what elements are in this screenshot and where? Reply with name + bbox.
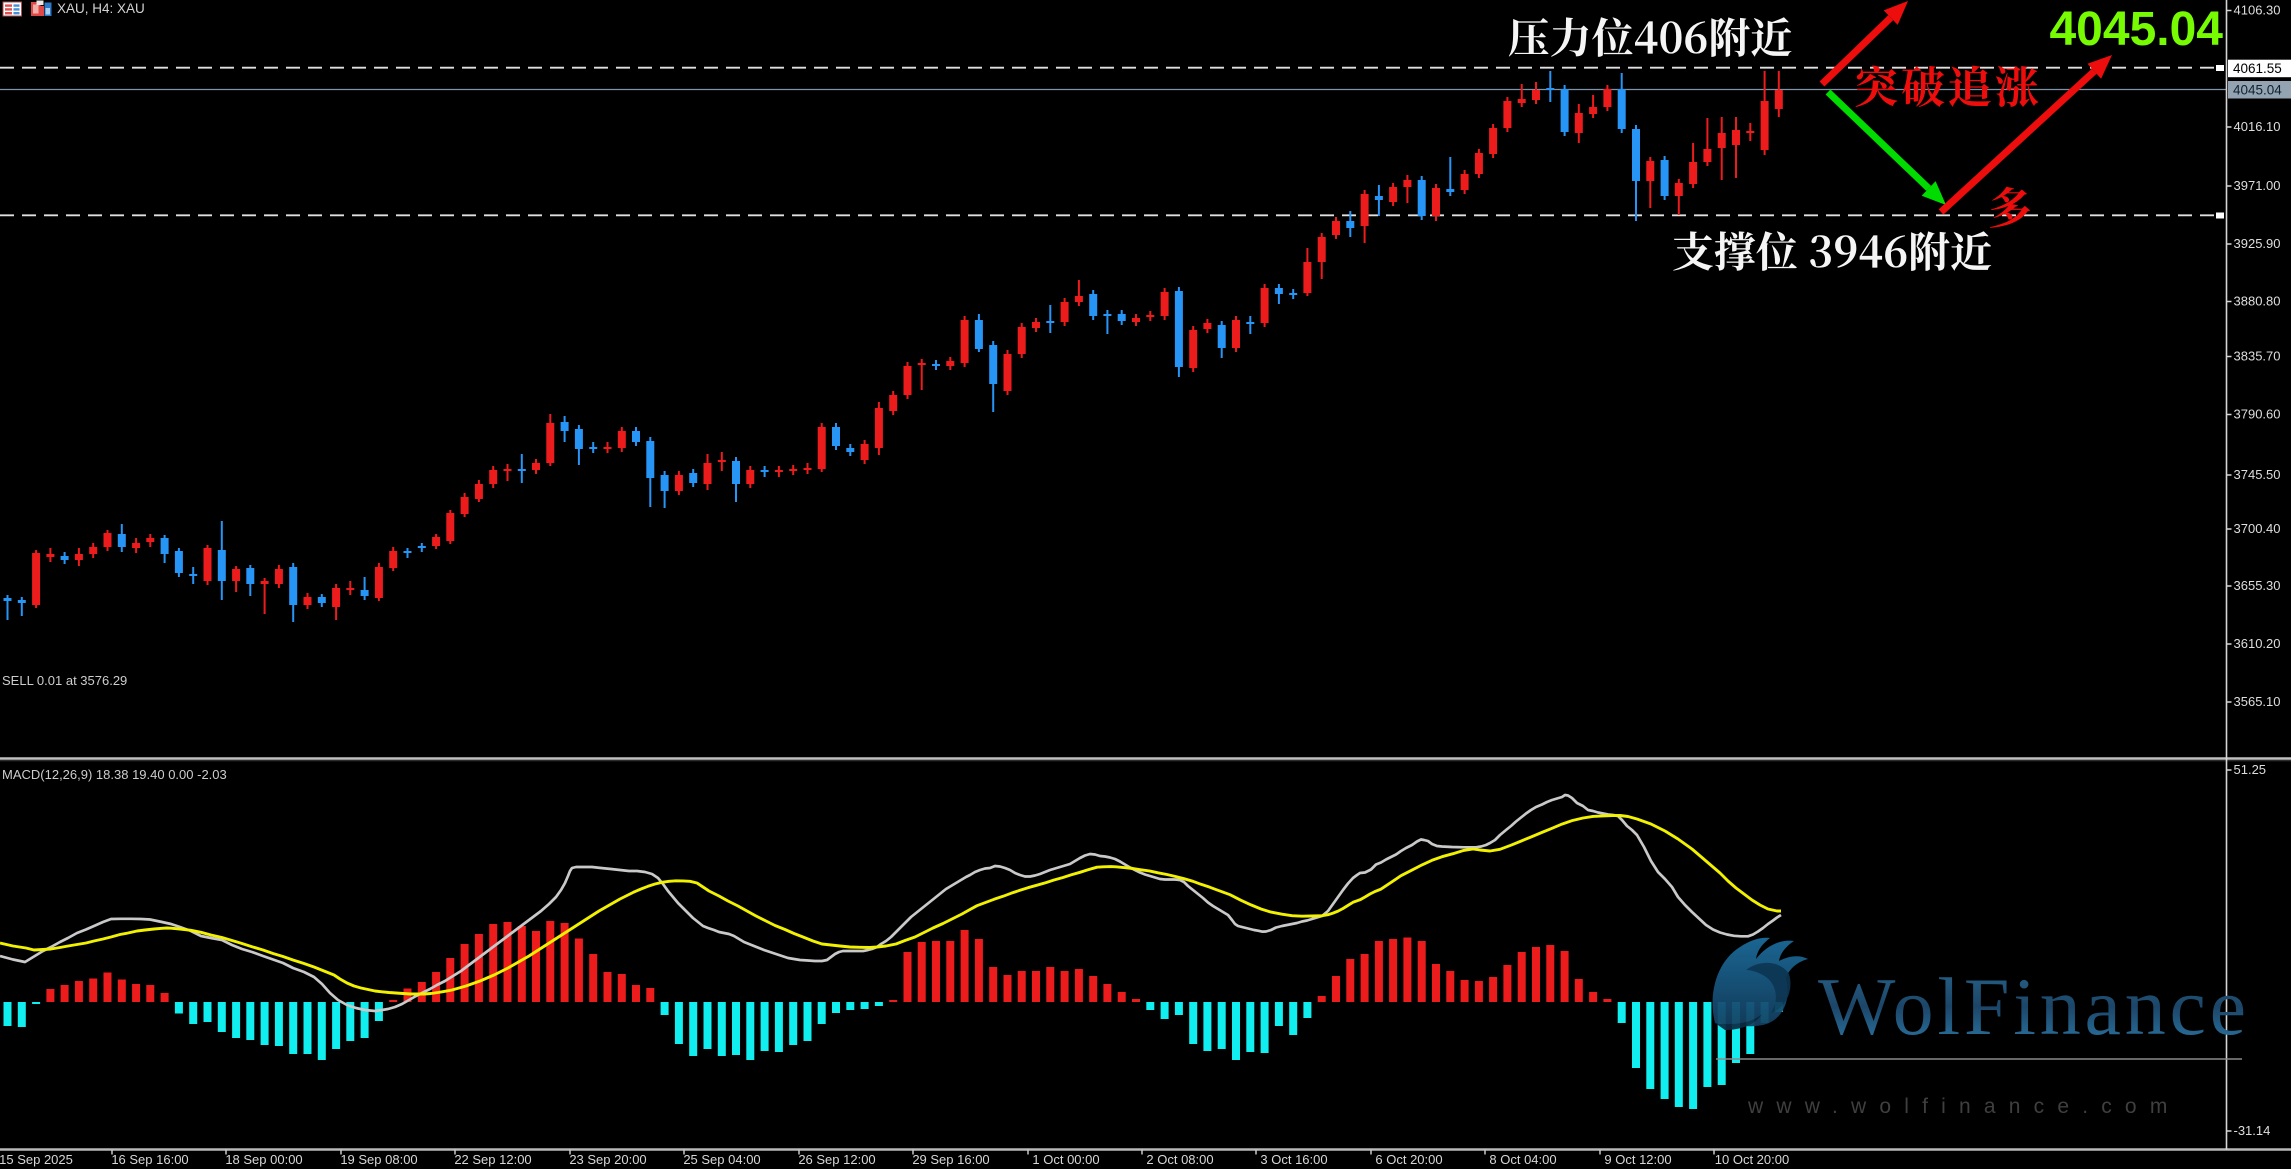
svg-text:23 Sep 20:00: 23 Sep 20:00 — [569, 1152, 646, 1167]
svg-text:16 Sep 16:00: 16 Sep 16:00 — [111, 1152, 188, 1167]
svg-text:18 Sep 00:00: 18 Sep 00:00 — [225, 1152, 302, 1167]
svg-text:3610.20: 3610.20 — [2234, 636, 2281, 651]
svg-text:51.25: 51.25 — [2234, 762, 2267, 777]
svg-text:3971.00: 3971.00 — [2234, 178, 2281, 193]
svg-text:3835.70: 3835.70 — [2234, 349, 2281, 364]
svg-text:3925.90: 3925.90 — [2234, 236, 2281, 251]
svg-text:突破追涨: 突破追涨 — [1854, 52, 2042, 116]
svg-text:4016.10: 4016.10 — [2234, 119, 2281, 134]
svg-text:19 Sep 08:00: 19 Sep 08:00 — [340, 1152, 417, 1167]
svg-text:4106.30: 4106.30 — [2234, 3, 2281, 18]
svg-text:3655.30: 3655.30 — [2234, 578, 2281, 593]
svg-text:3790.60: 3790.60 — [2234, 407, 2281, 422]
svg-text:MACD(12,26,9) 18.38 19.40 0.00: MACD(12,26,9) 18.38 19.40 0.00 -2.03 — [2, 767, 227, 782]
svg-text:XAU, H4: XAU: XAU, H4: XAU — [57, 1, 145, 16]
svg-text:3880.80: 3880.80 — [2234, 294, 2281, 309]
svg-text:SELL 0.01 at 3576.29: SELL 0.01 at 3576.29 — [2, 673, 127, 688]
svg-text:支撑位 3946附近: 支撑位 3946附近 — [1672, 220, 1992, 280]
svg-text:29 Sep 16:00: 29 Sep 16:00 — [912, 1152, 989, 1167]
svg-text:25 Sep 04:00: 25 Sep 04:00 — [683, 1152, 760, 1167]
svg-text:10 Oct 20:00: 10 Oct 20:00 — [1715, 1152, 1789, 1167]
svg-text:3745.50: 3745.50 — [2234, 467, 2281, 482]
svg-text:3565.10: 3565.10 — [2234, 694, 2281, 709]
svg-text:8 Oct 04:00: 8 Oct 04:00 — [1489, 1152, 1556, 1167]
svg-text:多: 多 — [1988, 173, 2032, 237]
svg-text:3700.40: 3700.40 — [2234, 521, 2281, 536]
svg-text:2 Oct 08:00: 2 Oct 08:00 — [1146, 1152, 1213, 1167]
svg-text:6 Oct 20:00: 6 Oct 20:00 — [1375, 1152, 1442, 1167]
svg-text:www.wolfinance.com: www.wolfinance.com — [1747, 1095, 2181, 1118]
svg-text:压力位406附近: 压力位406附近 — [1508, 6, 1793, 66]
svg-text:3 Oct 16:00: 3 Oct 16:00 — [1260, 1152, 1327, 1167]
svg-text:9 Oct 12:00: 9 Oct 12:00 — [1604, 1152, 1671, 1167]
svg-text:4045.04: 4045.04 — [2233, 83, 2282, 98]
svg-text:WolFinance: WolFinance — [1818, 961, 2246, 1052]
svg-text:4061.55: 4061.55 — [2233, 61, 2282, 76]
svg-text:-31.14: -31.14 — [2234, 1123, 2271, 1138]
svg-text:15 Sep 2025: 15 Sep 2025 — [0, 1152, 73, 1167]
svg-text:4045.04: 4045.04 — [2049, 3, 2223, 56]
svg-text:22 Sep 12:00: 22 Sep 12:00 — [454, 1152, 531, 1167]
svg-text:1 Oct 00:00: 1 Oct 00:00 — [1032, 1152, 1099, 1167]
svg-text:26 Sep 12:00: 26 Sep 12:00 — [798, 1152, 875, 1167]
